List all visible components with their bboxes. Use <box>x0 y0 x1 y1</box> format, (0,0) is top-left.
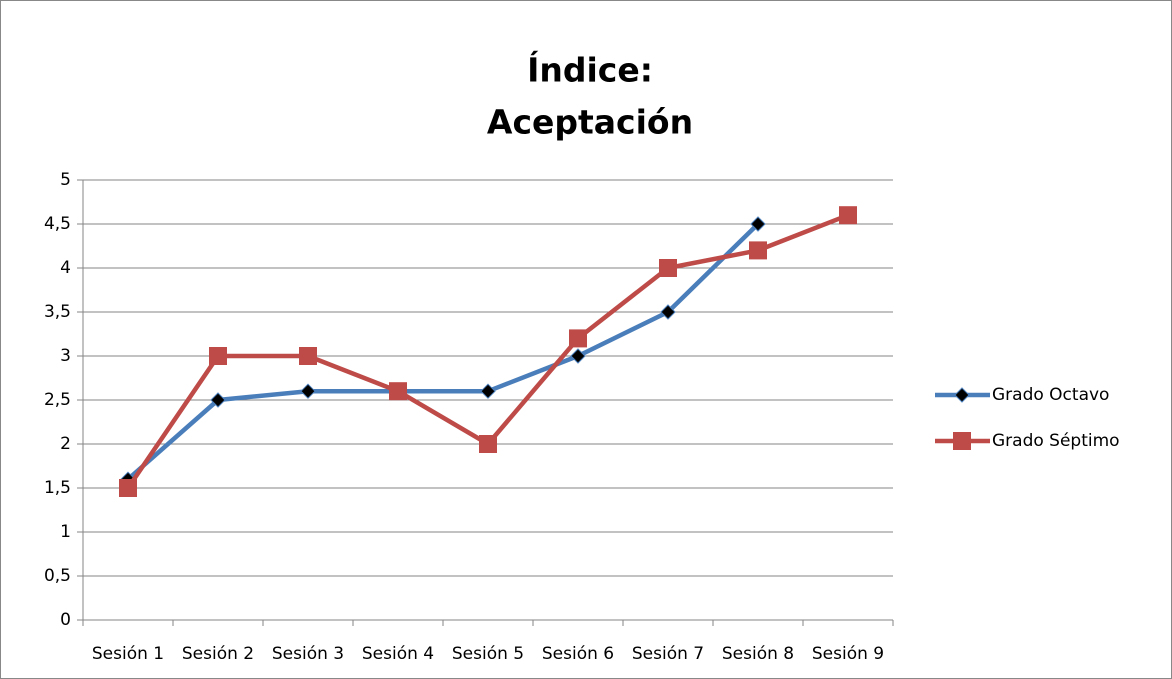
data-point <box>479 435 497 453</box>
x-tick-label: Sesión 8 <box>722 644 794 664</box>
y-tick-label: 3,5 <box>44 302 71 322</box>
data-point <box>480 383 496 399</box>
legend-marker <box>953 432 971 450</box>
data-point <box>750 216 766 232</box>
data-point <box>300 383 316 399</box>
x-tick-label: Sesión 5 <box>452 644 524 664</box>
data-point <box>209 347 227 365</box>
y-tick-label: 0,5 <box>44 566 71 586</box>
legend-label: Grado Octavo <box>992 385 1109 405</box>
legend-label: Grado Séptimo <box>992 431 1120 451</box>
series-line <box>126 222 760 481</box>
data-point <box>660 304 676 320</box>
x-tick-label: Sesión 9 <box>812 644 884 664</box>
y-tick-label: 4,5 <box>44 214 71 234</box>
y-tick-label: 5 <box>60 170 71 190</box>
data-point <box>569 329 587 348</box>
y-tick-label: 4 <box>60 258 71 278</box>
y-tick-label: 1 <box>60 522 71 542</box>
data-point <box>389 382 407 401</box>
y-tick-label: 2,5 <box>44 390 71 410</box>
chart-title: Aceptación <box>487 103 693 142</box>
chart-title: Índice: <box>527 50 653 90</box>
data-point <box>749 241 767 260</box>
y-tick-label: 0 <box>60 610 71 630</box>
legend-marker <box>954 387 970 403</box>
x-tick-label: Sesión 7 <box>632 644 704 664</box>
data-point <box>119 479 137 497</box>
data-point <box>210 392 226 408</box>
x-tick-label: Sesión 2 <box>182 644 254 664</box>
x-tick-label: Sesión 4 <box>362 644 434 664</box>
x-tick-label: Sesión 1 <box>92 644 164 664</box>
y-tick-label: 3 <box>60 346 71 366</box>
x-tick-label: Sesión 3 <box>272 644 344 664</box>
y-tick-label: 1,5 <box>44 478 71 498</box>
data-point <box>839 206 857 225</box>
y-tick-label: 2 <box>60 434 71 454</box>
data-point <box>659 259 677 277</box>
x-tick-label: Sesión 6 <box>542 644 614 664</box>
data-point <box>570 348 586 364</box>
data-point <box>299 347 317 365</box>
